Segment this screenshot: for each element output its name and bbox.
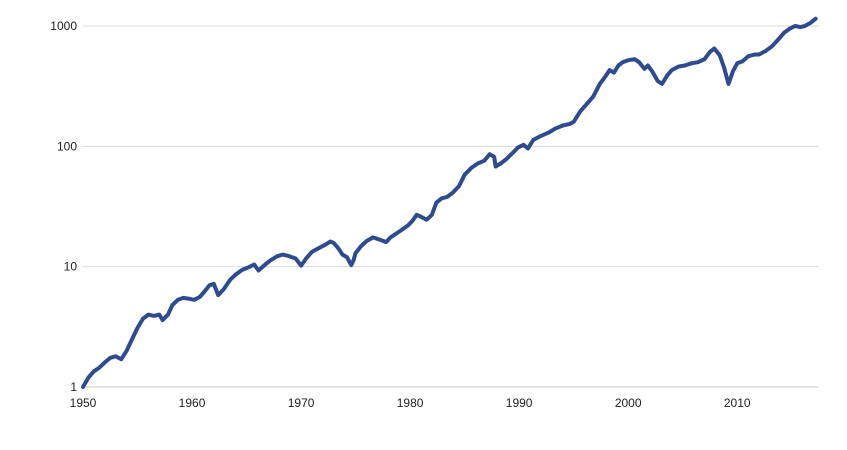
y-tick-label: 100 <box>57 139 77 153</box>
x-tick-label: 1950 <box>70 396 97 410</box>
y-tick-label: 1000 <box>50 19 77 33</box>
series-line <box>81 16 818 389</box>
x-tick-label: 1990 <box>506 396 533 410</box>
y-axis-tick-labels: 1 10 100 1000 <box>50 19 77 394</box>
x-tick-label: 1960 <box>179 396 206 410</box>
plot-area <box>81 16 818 389</box>
x-tick-label: 2000 <box>615 396 642 410</box>
gridlines <box>83 25 819 388</box>
x-tick-label: 2010 <box>724 396 751 410</box>
x-tick-label: 1980 <box>397 396 424 410</box>
x-axis-tick-labels: 1950 1960 1970 1980 1990 2000 2010 <box>70 396 751 410</box>
x-tick-label: 1970 <box>288 396 315 410</box>
y-tick-label: 1 <box>70 380 77 394</box>
y-tick-label: 10 <box>64 260 78 274</box>
